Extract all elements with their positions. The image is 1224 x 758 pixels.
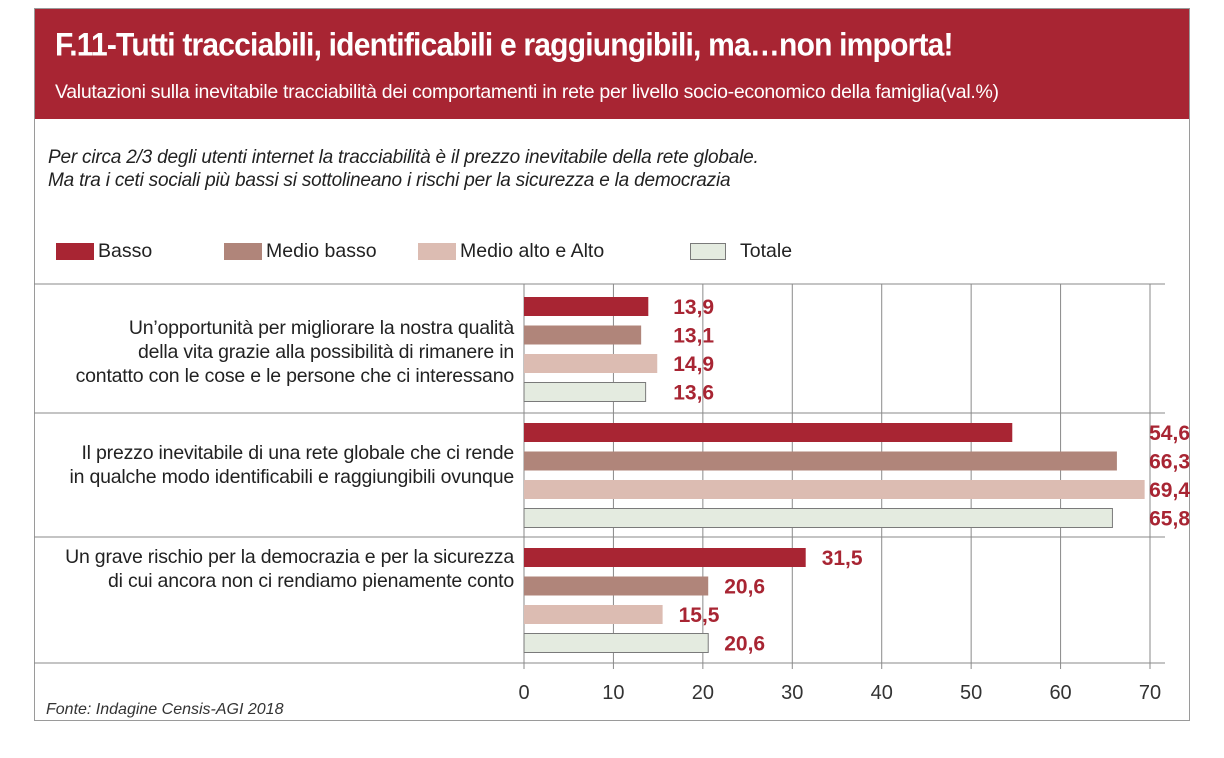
legend-swatch-totale: [690, 243, 726, 260]
value-label-medio-basso-2: 66,3: [1149, 451, 1190, 474]
bar-basso-2: [524, 423, 1013, 442]
bar-medio-alto-2: [524, 480, 1145, 499]
legend-swatch-medio-alto: [418, 243, 456, 260]
x-tick-label-10: 10: [602, 682, 624, 704]
legend-label-medio-alto: Medio alto e Alto: [460, 240, 605, 262]
legend-swatch-medio-basso: [224, 243, 262, 260]
x-tick-label-0: 0: [518, 682, 529, 704]
value-label-totale-2: 65,8: [1149, 508, 1190, 531]
x-tick-label-60: 60: [1049, 682, 1071, 704]
category-2-line-2: in qualche modo identificabili e raggiun…: [69, 466, 514, 488]
legend-item-basso: Basso: [56, 240, 152, 263]
category-label-1: Un’opportunità per migliorare la nostra …: [75, 316, 515, 388]
x-tick-label-50: 50: [960, 682, 982, 704]
bar-totale-2: [523, 508, 1113, 528]
category-label-3: Un grave rischio per la democrazia e per…: [65, 545, 514, 593]
intro-line-1: Per circa 2/3 degli utenti internet la t…: [48, 147, 759, 168]
value-label-basso-2: 54,6: [1149, 422, 1190, 445]
legend-label-totale: Totale: [740, 240, 793, 262]
category-1-line-2: della vita grazie alla possibilità di ri…: [137, 341, 514, 363]
legend-label-medio-basso: Medio basso: [266, 240, 377, 262]
category-3-line-2: di cui ancora non ci rendiamo pienamente…: [108, 570, 514, 592]
x-tick-label-30: 30: [781, 682, 803, 704]
value-label-medio-basso-1: 13,1: [673, 325, 714, 348]
category-1-line-3: contatto con le cose e le persone che ci…: [75, 365, 515, 387]
x-tick-label-40: 40: [871, 682, 893, 704]
bar-medio-basso-2: [524, 451, 1117, 471]
intro-line-2: Ma tra i ceti sociali più bassi si sotto…: [48, 170, 731, 191]
bar-medio-basso-3: [524, 576, 709, 596]
bar-medio-alto-3: [524, 605, 663, 624]
intro-text: Per circa 2/3 degli utenti internet la t…: [48, 146, 759, 192]
value-label-totale-3: 20,6: [724, 633, 765, 656]
value-label-totale-1: 13,6: [673, 382, 714, 405]
legend-item-medio-alto: Medio alto e Alto: [418, 240, 604, 263]
x-tick-label-70: 70: [1139, 682, 1161, 704]
value-label-basso-1: 13,9: [673, 296, 714, 319]
value-label-medio-basso-3: 20,6: [724, 576, 765, 599]
x-tick-label-20: 20: [692, 682, 714, 704]
value-label-medio-alto-3: 15,5: [679, 604, 720, 627]
category-1-line-1: Un’opportunità per migliorare la nostra …: [128, 317, 514, 339]
legend: Basso Medio basso Medio alto e Alto Tota…: [0, 240, 1224, 264]
chart-subtitle: Valutazioni sulla inevitabile tracciabil…: [55, 81, 999, 103]
chart-frame: [34, 8, 1190, 721]
legend-label-basso: Basso: [98, 240, 153, 262]
bar-basso-3: [524, 548, 806, 567]
value-label-medio-alto-1: 14,9: [673, 353, 714, 376]
category-3-line-1: Un grave rischio per la democrazia e per…: [65, 546, 514, 568]
chart-title: F.11-Tutti tracciabili, identificabili e…: [55, 27, 954, 64]
bar-medio-alto-1: [524, 354, 658, 373]
category-2-line-1: Il prezzo inevitabile di una rete global…: [81, 442, 514, 464]
bar-basso-1: [524, 297, 649, 316]
legend-swatch-basso: [56, 243, 94, 260]
bar-medio-basso-1: [524, 325, 642, 345]
source-note: Fonte: Indagine Censis-AGI 2018: [46, 701, 284, 718]
value-label-basso-3: 31,5: [822, 547, 863, 570]
value-label-medio-alto-2: 69,4: [1149, 479, 1190, 502]
bar-totale-1: [523, 382, 647, 402]
category-label-2: Il prezzo inevitabile di una rete global…: [69, 441, 514, 489]
bar-totale-3: [523, 633, 709, 653]
header-banner: F.11-Tutti tracciabili, identificabili e…: [35, 9, 1189, 119]
legend-item-totale: Totale: [690, 240, 792, 263]
legend-item-medio-basso: Medio basso: [224, 240, 377, 263]
